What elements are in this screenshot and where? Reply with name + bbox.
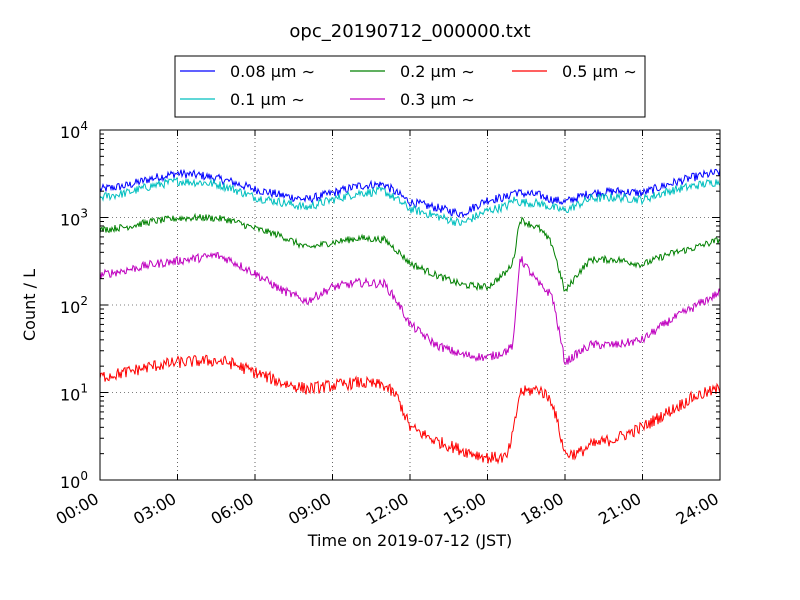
axis-ticks [99,129,721,481]
x-tick-label: 12:00 [363,489,412,529]
chart-title: opc_20190712_000000.txt [289,21,530,42]
x-tick-label: 00:00 [53,489,102,529]
legend-box [174,55,646,118]
series-line [99,212,721,293]
legend-label: 0.3 µm ∼ [400,90,475,109]
legend-label: 0.2 µm ∼ [400,62,475,81]
x-axis-label: Time on 2019-07-12 (JST) [307,531,512,550]
plot-lines [99,167,721,465]
x-tick-label: 06:00 [208,489,257,529]
legend-label: 0.5 µm ∼ [562,62,637,81]
series-line [99,176,721,227]
y-tick-label: 101 [60,382,88,405]
series-line [99,354,721,465]
y-tick-label: 100 [60,469,88,492]
x-tick-label: 21:00 [595,489,644,529]
x-tick-label: 24:00 [673,489,722,529]
y-tick-labels: 100 101 102 103 104 [60,119,88,492]
grid [100,130,720,480]
y-tick-label: 103 [60,207,88,230]
x-tick-label: 03:00 [130,489,179,529]
legend-label: 0.1 µm ∼ [230,90,305,109]
series-line [99,167,721,219]
x-tick-labels: 00:00 03:00 06:00 09:00 12:00 15:00 18:00 21:00… [53,489,722,529]
x-tick-label: 18:00 [518,489,567,529]
x-tick-label: 15:00 [440,489,489,529]
legend-label: 0.08 µm ∼ [230,62,315,81]
series-line [99,251,721,365]
y-tick-label: 102 [60,294,88,317]
x-tick-label: 09:00 [285,489,334,529]
y-tick-label: 104 [60,119,88,142]
y-axis-label: Count / L [20,269,39,341]
legend: 0.08 µm ∼ 0.1 µm ∼ 0.2 µm ∼ 0.3 µm ∼ 0.5 µm … [174,55,646,118]
